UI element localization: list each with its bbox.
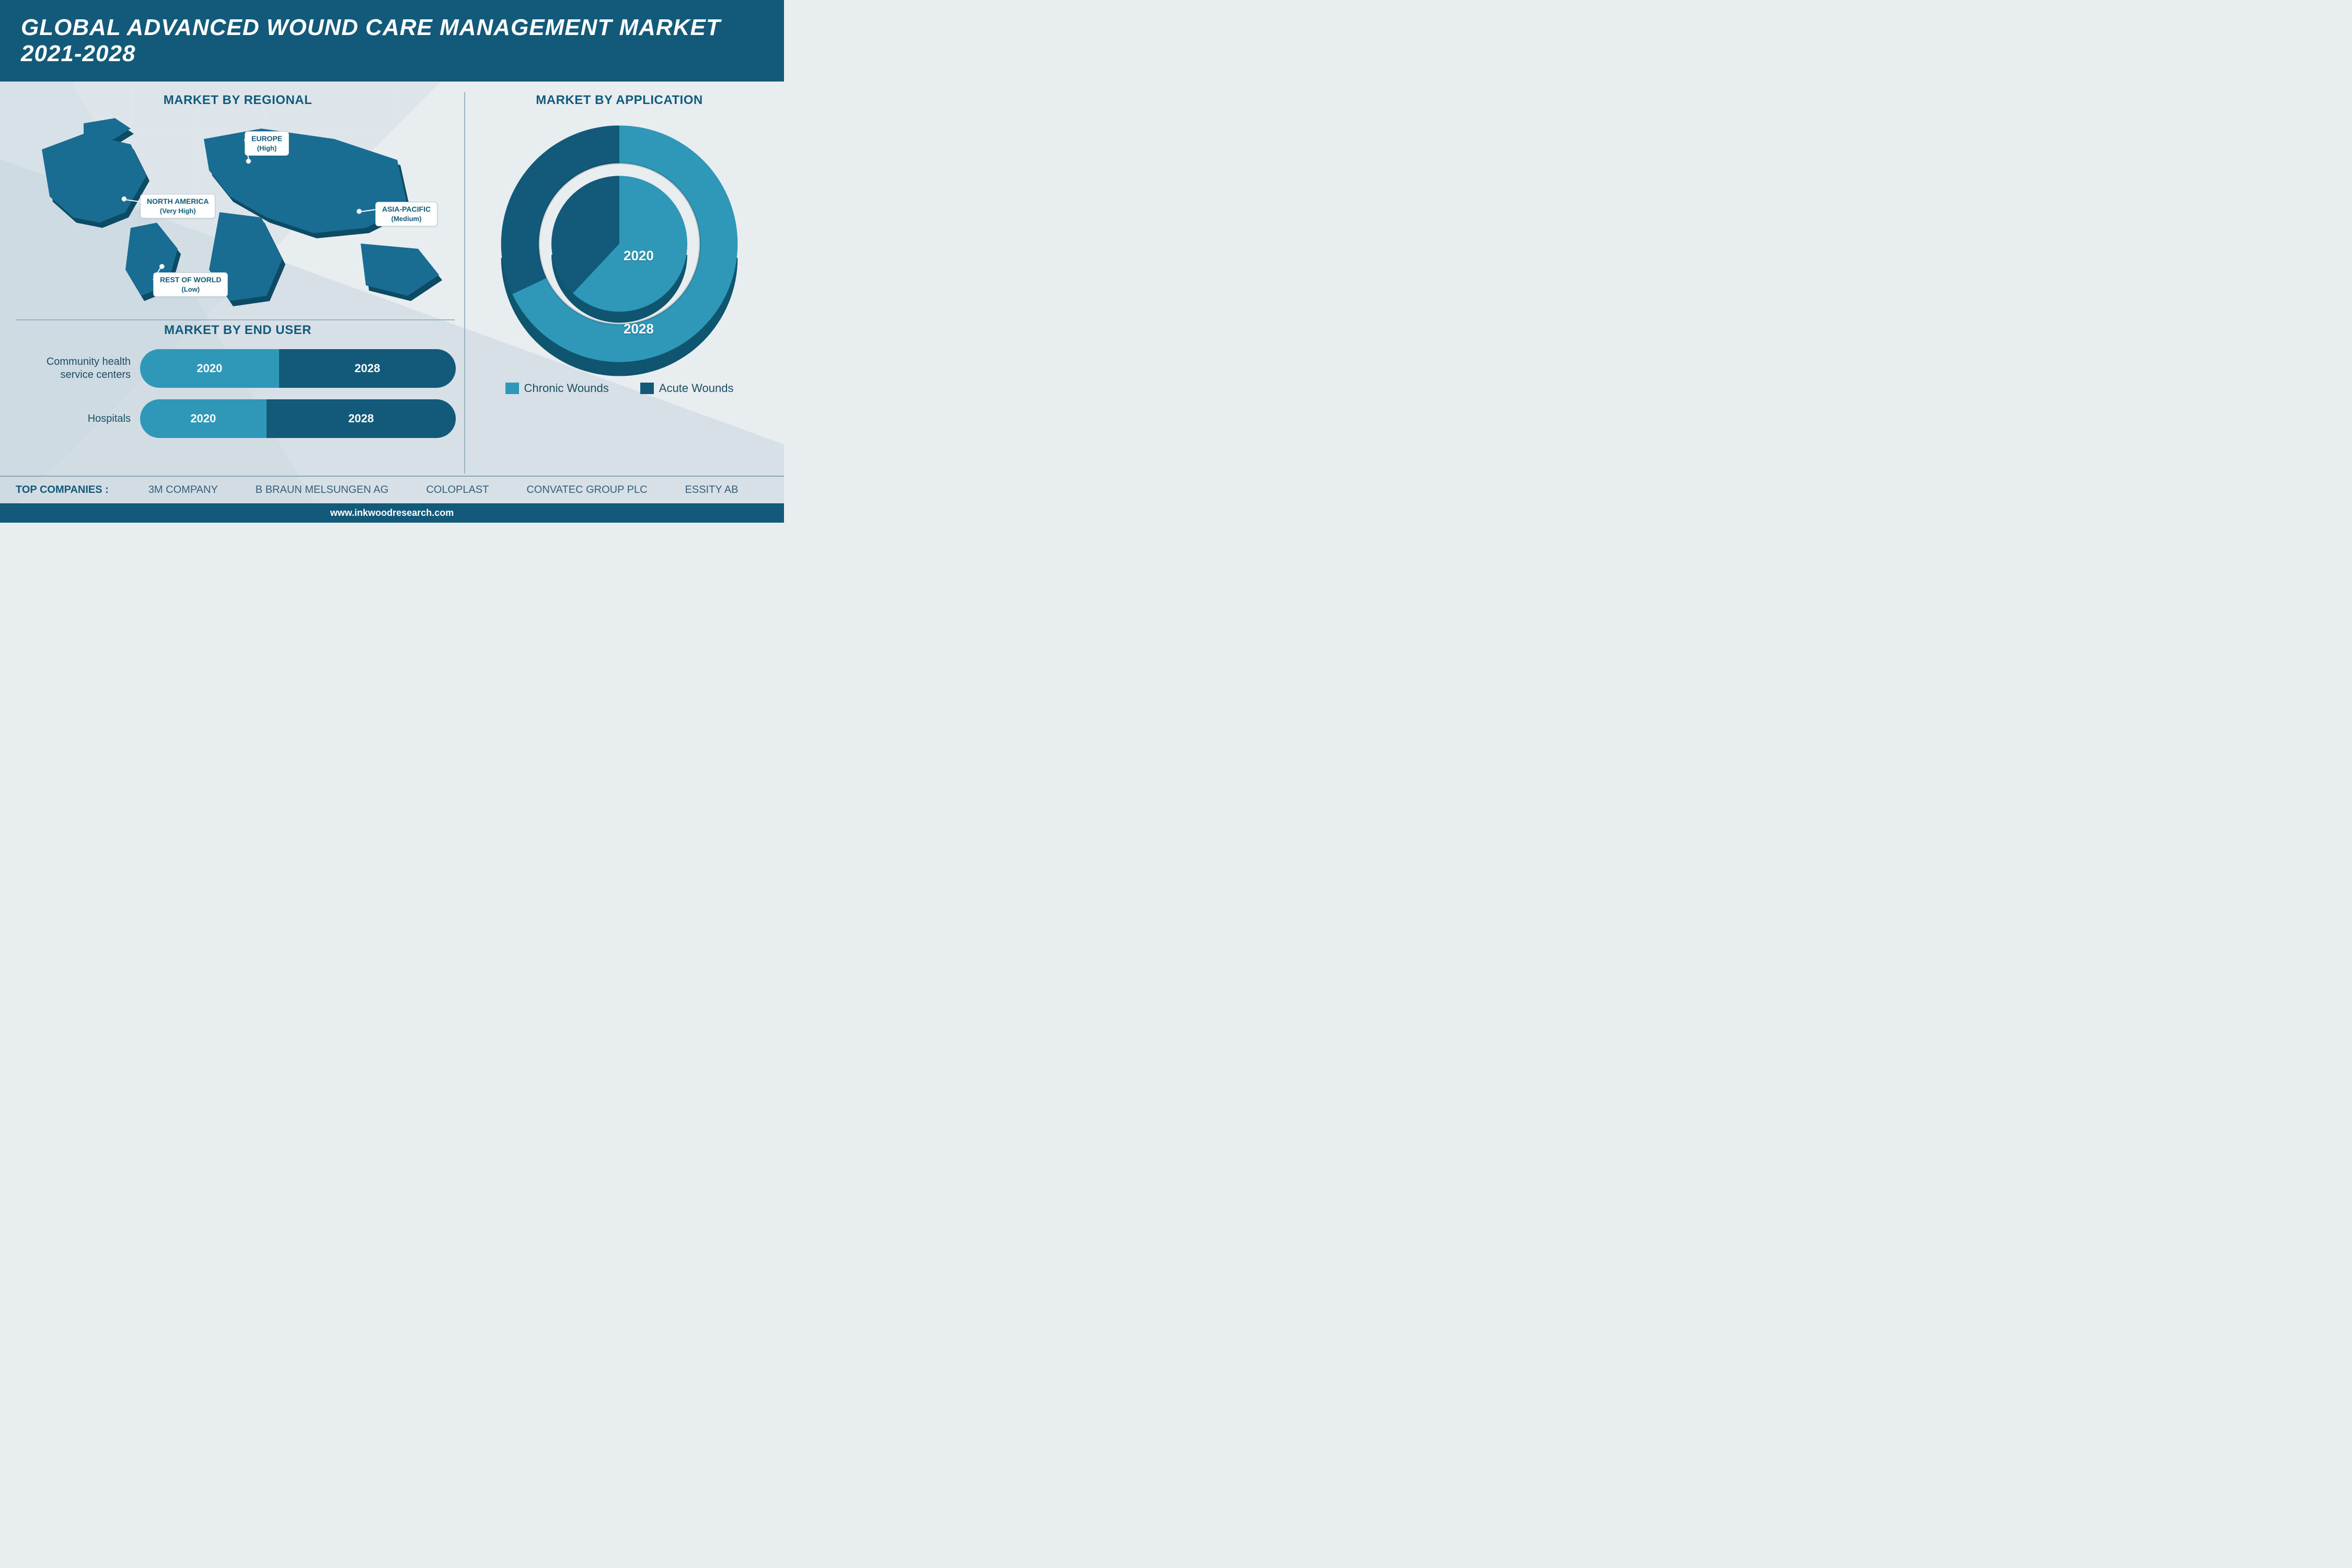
- header-title: GLOBAL ADVANCED WOUND CARE MANAGEMENT MA…: [21, 15, 721, 66]
- company-name: 3M COMPANY: [148, 484, 218, 495]
- enduser-seg-year: 2020: [197, 362, 222, 375]
- footer: TOP COMPANIES : 3M COMPANY B BRAUN MELSUN…: [0, 476, 784, 523]
- page-title: GLOBAL ADVANCED WOUND CARE MANAGEMENT MA…: [0, 0, 784, 82]
- company-name: ESSITY AB: [685, 484, 739, 495]
- donut-svg: [483, 113, 755, 385]
- map-label-europe: EUROPE(High): [245, 131, 289, 156]
- map-label-north-america: NORTH AMERICA(Very High): [140, 194, 215, 218]
- enduser-row: Hospitals 2020 2028: [20, 399, 456, 438]
- company-name: B BRAUN MELSUNGEN AG: [256, 484, 389, 495]
- enduser-seg-year: 2028: [354, 362, 380, 375]
- company-name: COLOPLAST: [426, 484, 489, 495]
- enduser-row-label: Hospitals: [20, 412, 140, 425]
- enduser-row: Community health service centers 2020 2028: [20, 349, 456, 388]
- donut-chart: 2020 2028: [483, 113, 755, 385]
- top-companies-row: TOP COMPANIES : 3M COMPANY B BRAUN MELSUN…: [0, 477, 784, 503]
- enduser-bar-seg: 2020: [140, 399, 267, 438]
- regional-panel: MARKET BY REGIONAL: [10, 87, 465, 317]
- enduser-panel: MARKET BY END USER Community health serv…: [10, 317, 465, 479]
- enduser-bar-seg: 2028: [279, 349, 456, 388]
- inner-year-label: 2020: [624, 248, 654, 264]
- regional-title: MARKET BY REGIONAL: [20, 93, 456, 108]
- enduser-bar-seg: 2028: [267, 399, 456, 438]
- enduser-seg-year: 2020: [190, 412, 216, 425]
- enduser-seg-year: 2028: [348, 412, 374, 425]
- application-title: MARKET BY APPLICATION: [475, 93, 764, 108]
- map-label-rest-of-world: REST OF WORLD(Low): [153, 272, 228, 297]
- enduser-bar: 2020 2028: [140, 349, 456, 388]
- company-name: CONVATEC GROUP PLC: [526, 484, 647, 495]
- world-map: NORTH AMERICA(Very High) EUROPE(High) ASIA…: [20, 113, 456, 312]
- map-label-asia-pacific: ASIA-PACIFIC(Medium): [375, 202, 437, 226]
- enduser-bar: 2020 2028: [140, 399, 456, 438]
- enduser-row-label: Community health service centers: [20, 355, 140, 382]
- application-panel: MARKET BY APPLICATION 2020 2028 Chronic …: [465, 87, 774, 479]
- enduser-title: MARKET BY END USER: [20, 323, 456, 338]
- source-url: www.inkwoodresearch.com: [0, 503, 784, 523]
- outer-year-label: 2028: [624, 321, 654, 337]
- enduser-bar-seg: 2020: [140, 349, 279, 388]
- top-companies-label: TOP COMPANIES :: [16, 484, 109, 496]
